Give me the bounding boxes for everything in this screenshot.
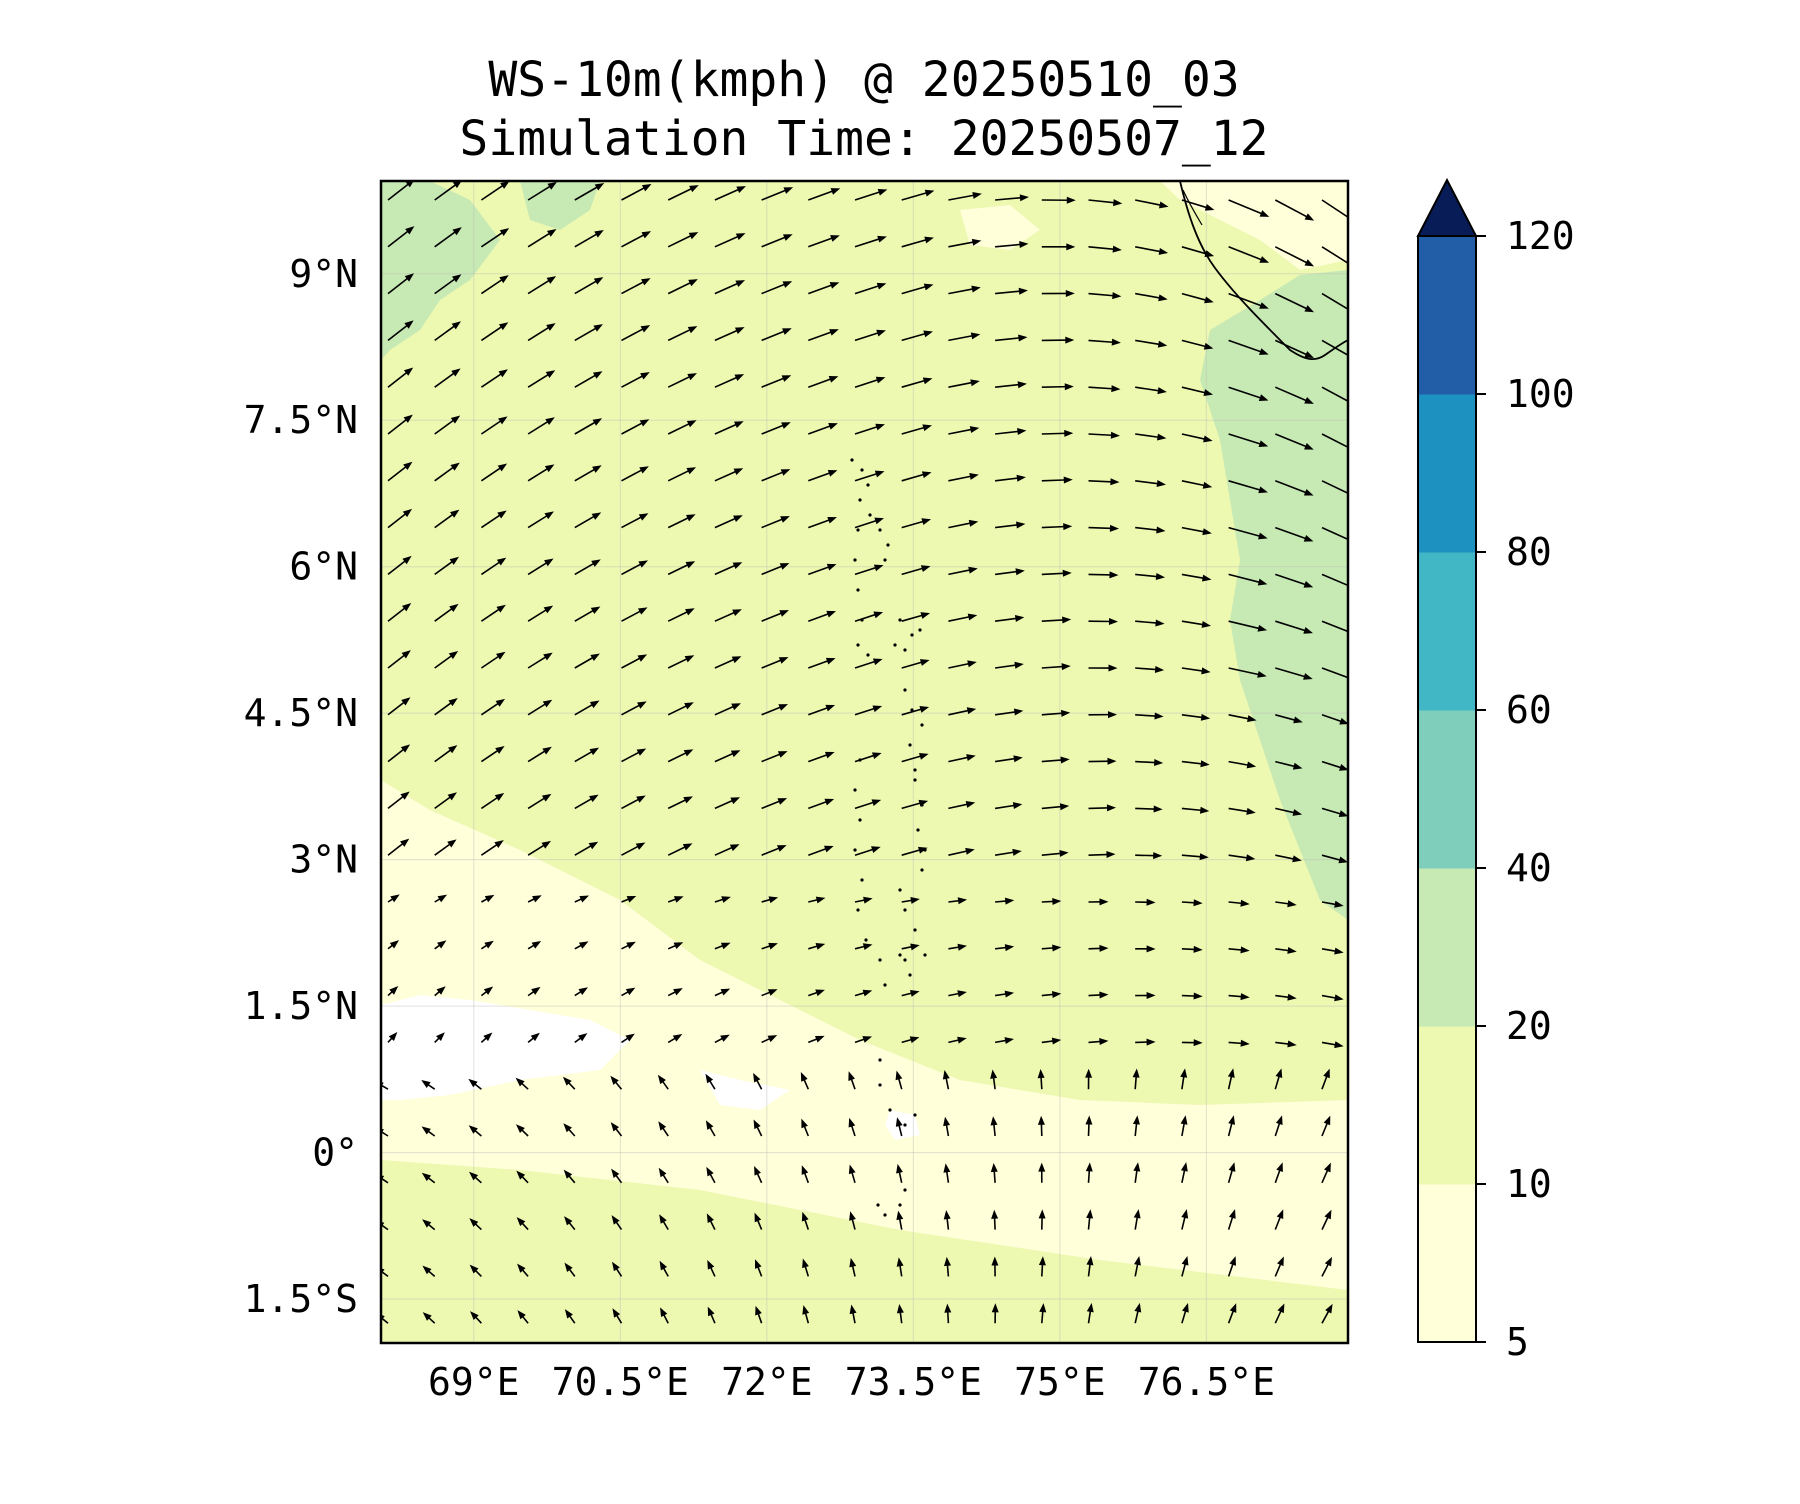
atoll-dot-23 <box>913 768 916 771</box>
atoll-dot-47 <box>888 1108 891 1111</box>
lon-tick-label: 72°E <box>721 1360 813 1404</box>
lat-tick-label: 1.5°S <box>244 1277 358 1321</box>
atoll-dot-12 <box>856 643 859 646</box>
map-area <box>374 179 1359 1343</box>
lon-tick-label: 69°E <box>428 1360 520 1404</box>
atoll-dot-4 <box>868 513 871 516</box>
lon-tick-label: 70.5°E <box>552 1360 689 1404</box>
colorbar-segment-3 <box>1418 710 1476 869</box>
colorbar-tick-label: 5 <box>1506 1320 1529 1364</box>
atoll-dot-3 <box>858 498 861 501</box>
atoll-dot-1 <box>860 468 863 471</box>
atoll-dot-43 <box>903 958 906 961</box>
colorbar-tick-label: 80 <box>1506 530 1552 574</box>
title-line-1: WS-10m(kmph) @ 20250510_03 <box>488 52 1239 108</box>
atoll-dot-6 <box>886 543 889 546</box>
atoll-dot-8 <box>856 528 859 531</box>
colorbar-segment-6 <box>1418 236 1476 395</box>
atoll-dot-52 <box>883 1213 886 1216</box>
atoll-dot-26 <box>858 818 861 821</box>
atoll-dot-7 <box>883 558 886 561</box>
colorbar-tick-label: 60 <box>1506 688 1552 732</box>
atoll-dot-13 <box>866 653 869 656</box>
atoll-dot-48 <box>903 1123 906 1126</box>
colorbar-segment-1 <box>1418 1026 1476 1185</box>
atoll-dot-9 <box>853 558 856 561</box>
lat-tick-label: 3°N <box>289 838 358 882</box>
atoll-dot-49 <box>913 1113 916 1116</box>
atoll-dot-35 <box>920 868 923 871</box>
lon-tick-label: 73.5°E <box>845 1360 982 1404</box>
atoll-dot-46 <box>878 1083 881 1086</box>
atoll-dot-45 <box>878 1058 881 1061</box>
atoll-dot-53 <box>876 1203 879 1206</box>
colorbar-tick-label: 20 <box>1506 1004 1552 1048</box>
colorbar-tick-label: 40 <box>1506 846 1552 890</box>
longitude-tick-labels: 69°E 70.5°E 72°E 73.5°E 75°E 76.5°E <box>428 1360 1275 1404</box>
atoll-dot-18 <box>893 643 896 646</box>
lat-tick-label: 7.5°N <box>244 398 358 442</box>
atoll-dot-16 <box>903 648 906 651</box>
colorbar-segment-0 <box>1418 1184 1476 1343</box>
colorbar-extend-max <box>1418 180 1476 236</box>
colorbar-segment-2 <box>1418 868 1476 1027</box>
atoll-dot-37 <box>903 908 906 911</box>
colorbar-tick-label: 10 <box>1506 1162 1552 1206</box>
atoll-dot-33 <box>916 828 919 831</box>
atoll-dot-25 <box>853 788 856 791</box>
lon-tick-label: 75°E <box>1014 1360 1106 1404</box>
atoll-dot-36 <box>898 888 901 891</box>
atoll-dot-15 <box>910 633 913 636</box>
atoll-dot-14 <box>898 618 901 621</box>
title-line-2: Simulation Time: 20250507_12 <box>459 111 1268 167</box>
atoll-dot-0 <box>850 458 853 461</box>
colorbar-segment-5 <box>1418 394 1476 553</box>
atoll-dot-30 <box>864 938 867 941</box>
atoll-dot-29 <box>856 908 859 911</box>
colorbar-segment-4 <box>1418 552 1476 711</box>
lat-tick-label: 0° <box>312 1131 358 1175</box>
atoll-dot-38 <box>913 928 916 931</box>
atoll-dot-10 <box>856 588 859 591</box>
atoll-dot-42 <box>883 983 886 986</box>
lat-tick-label: 9°N <box>289 252 358 296</box>
atoll-dot-28 <box>860 878 863 881</box>
lat-tick-label: 4.5°N <box>244 691 358 735</box>
atoll-dot-50 <box>903 1188 906 1191</box>
colorbar: 5 10 20 40 60 80 100 120 <box>1418 180 1575 1364</box>
atoll-dot-39 <box>898 953 901 956</box>
colorbar-tick-label: 120 <box>1506 214 1575 258</box>
atoll-dot-17 <box>918 628 921 631</box>
latitude-tick-labels: 9°N 7.5°N 6°N 4.5°N 3°N 1.5°N 0° 1.5°S <box>244 252 358 1321</box>
atoll-dot-22 <box>908 743 911 746</box>
colorbar-tick-label: 100 <box>1506 372 1575 416</box>
atoll-dot-44 <box>923 953 926 956</box>
atoll-dot-2 <box>866 483 869 486</box>
atoll-dot-51 <box>898 1203 901 1206</box>
atoll-dot-21 <box>920 723 923 726</box>
atoll-dot-41 <box>878 958 881 961</box>
atoll-dot-40 <box>908 973 911 976</box>
lon-tick-label: 76.5°E <box>1138 1360 1275 1404</box>
atoll-dot-31 <box>913 778 916 781</box>
lat-tick-label: 6°N <box>289 545 358 589</box>
atoll-dot-27 <box>853 848 856 851</box>
atoll-dot-5 <box>878 528 881 531</box>
lat-tick-label: 1.5°N <box>244 984 358 1028</box>
atoll-dot-19 <box>903 688 906 691</box>
